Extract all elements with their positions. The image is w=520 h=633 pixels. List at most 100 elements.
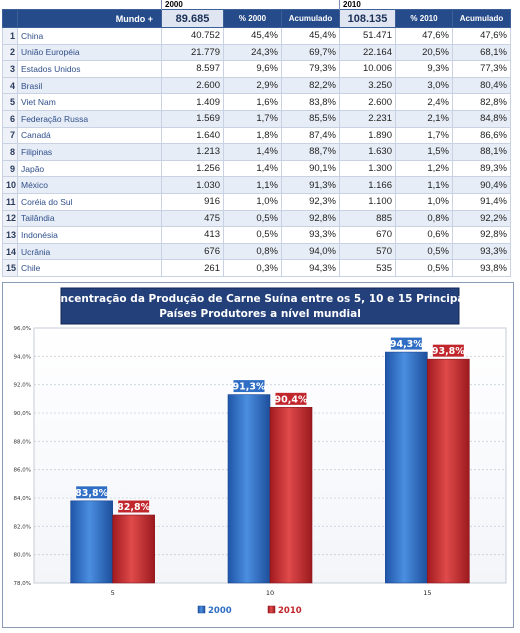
bar-2010-15 <box>427 358 470 584</box>
y-tick-label: 90,0% <box>14 411 31 417</box>
accumulated-2010-header: Acumulado <box>452 9 511 28</box>
share-2000-cell: 1,1% <box>223 176 282 194</box>
data-label: 90,4% <box>275 394 308 405</box>
chart-title-background <box>60 287 460 325</box>
data-label-box <box>117 499 151 514</box>
world-label: Mundo + <box>17 9 162 28</box>
data-label-box <box>274 391 308 406</box>
rank-cell: 2 <box>2 43 18 62</box>
y-tick-label: 94,0% <box>14 354 31 360</box>
country-cell: Tailândia <box>17 209 162 228</box>
table-row: 2 União Européia 21.779 24,3% 69,7% 22.1… <box>2 43 511 62</box>
accumulated-2000-cell: 82,2% <box>281 76 340 95</box>
rank-cell: 8 <box>2 143 18 161</box>
production-2000-cell: 21.779 <box>161 43 224 62</box>
country-cell: Indonésia <box>17 226 162 244</box>
y-axis: 78,0% 80,0% 82,0% 84,0% 86,0% 88,0% 90,0% 92,0%… <box>14 326 31 587</box>
country-cell: Federação Russa <box>17 109 162 128</box>
rank-cell: 1 <box>2 27 18 45</box>
production-2010-cell: 570 <box>339 242 396 261</box>
share-2010-cell: 3,0% <box>395 76 453 95</box>
table-row: 14 Ucrânia 676 0,8% 94,0% 570 0,5% 93,3% <box>2 242 511 261</box>
data-label: 93,8% <box>432 346 465 357</box>
accumulated-2000-cell: 87,4% <box>281 126 340 145</box>
country-cell: México <box>17 176 162 194</box>
accumulated-2000-cell: 79,3% <box>281 60 340 78</box>
table-row: 4 Brasil 2.600 2,9% 82,2% 3.250 3,0% 80,… <box>2 76 511 95</box>
share-2010-cell: 1,5% <box>395 143 453 161</box>
share-2010-cell: 0,6% <box>395 226 453 244</box>
concentration-chart: Concentração da Produção de Carne Suína … <box>2 282 514 628</box>
accumulated-2010-cell: 68,1% <box>452 43 511 62</box>
accumulated-2000-cell: 91,3% <box>281 176 340 194</box>
production-2010-cell: 1.166 <box>339 176 396 194</box>
accumulated-2000-cell: 92,8% <box>281 209 340 228</box>
x-tick-label: 15 <box>423 589 431 597</box>
y-tick-label: 82,0% <box>14 524 31 530</box>
share-2010-cell: 2,1% <box>395 109 453 128</box>
accumulated-2010-cell: 91,4% <box>452 192 511 211</box>
table-row: 11 Coréia do Sul 916 1,0% 92,3% 1.100 1,… <box>2 192 511 211</box>
share-2000-cell: 45,4% <box>223 27 282 45</box>
share-2000-cell: 24,3% <box>223 43 282 62</box>
share-2000-cell: 0,5% <box>223 209 282 228</box>
rank-cell: 12 <box>2 209 18 228</box>
pct-2010-header: % 2010 <box>395 9 453 28</box>
pct-2000-header: % 2000 <box>223 9 282 28</box>
legend-label-2000: 2000 <box>208 606 232 616</box>
rank-cell: 15 <box>2 259 18 277</box>
production-2010-cell: 10.006 <box>339 60 396 78</box>
production-2010-cell: 535 <box>339 259 396 277</box>
chart-svg: Concentração da Produção de Carne Suína … <box>14 287 507 616</box>
legend: 2000 2010 <box>197 605 302 616</box>
production-2000-cell: 413 <box>161 226 224 244</box>
production-2000-cell: 261 <box>161 259 224 277</box>
table-row: 1 China 40.752 45,4% 45,4% 51.471 47,6% … <box>2 27 511 45</box>
share-2000-cell: 1,0% <box>223 192 282 211</box>
table-row: 7 Canadá 1.640 1,8% 87,4% 1.890 1,7% 86,… <box>2 126 511 145</box>
accumulated-2010-cell: 92,2% <box>452 209 511 228</box>
legend-label-2010: 2010 <box>278 606 302 616</box>
country-cell: Viet Nam <box>17 93 162 111</box>
data-label: 94,3% <box>390 339 423 350</box>
production-2010-cell: 2.600 <box>339 93 396 111</box>
rank-cell: 6 <box>2 109 18 128</box>
rank-cell: 4 <box>2 76 18 95</box>
production-2000-cell: 1.569 <box>161 109 224 128</box>
share-2000-cell: 0,8% <box>223 242 282 261</box>
accumulated-2010-cell: 90,4% <box>452 176 511 194</box>
world-total-2010: 108.135 <box>339 9 396 28</box>
production-2010-cell: 1.300 <box>339 159 396 178</box>
table-body: 1 China 40.752 45,4% 45,4% 51.471 47,6% … <box>2 27 511 277</box>
data-label-box <box>232 379 266 394</box>
accumulated-2010-cell: 86,6% <box>452 126 511 145</box>
accumulated-2010-cell: 82,8% <box>452 93 511 111</box>
production-2010-cell: 3.250 <box>339 76 396 95</box>
production-2010-cell: 51.471 <box>339 27 396 45</box>
share-2010-cell: 0,5% <box>395 242 453 261</box>
bar-2000-10 <box>227 394 271 584</box>
accumulated-2000-cell: 94,0% <box>281 242 340 261</box>
table-row: 15 Chile 261 0,3% 94,3% 535 0,5% 93,8% <box>2 259 511 277</box>
share-2000-cell: 1,4% <box>223 159 282 178</box>
share-2000-cell: 1,7% <box>223 109 282 128</box>
accumulated-2000-cell: 88,7% <box>281 143 340 161</box>
accumulated-2010-cell: 77,3% <box>452 60 511 78</box>
bar-2000-5 <box>70 500 113 584</box>
share-2000-cell: 9,6% <box>223 60 282 78</box>
accumulated-2000-cell: 94,3% <box>281 259 340 277</box>
y-tick-label: 78,0% <box>14 581 31 587</box>
share-2010-cell: 0,8% <box>395 209 453 228</box>
rank-cell: 13 <box>2 226 18 244</box>
accumulated-2010-cell: 92,8% <box>452 226 511 244</box>
share-2010-cell: 1,2% <box>395 159 453 178</box>
share-2010-cell: 1,7% <box>395 126 453 145</box>
production-2010-cell: 885 <box>339 209 396 228</box>
rank-cell: 7 <box>2 126 18 145</box>
accumulated-2000-cell: 85,5% <box>281 109 340 128</box>
production-table-grid: 2000 2010 Mundo + 89.685 % 2000 Acumulad… <box>2 0 511 277</box>
share-2000-cell: 0,5% <box>223 226 282 244</box>
x-axis: 5 10 15 <box>111 589 432 597</box>
table-row: 12 Tailândia 475 0,5% 92,8% 885 0,8% 92,… <box>2 209 511 228</box>
country-cell: Japão <box>17 159 162 178</box>
